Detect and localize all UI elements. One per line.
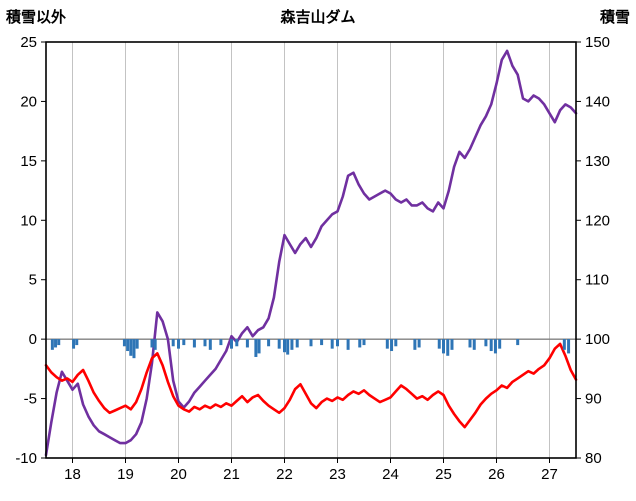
bar — [394, 339, 398, 347]
left-axis-title: 積雪以外 — [6, 9, 67, 26]
bar — [567, 339, 571, 354]
bar — [182, 339, 186, 346]
bar — [219, 339, 223, 346]
bar — [129, 339, 133, 356]
bar — [290, 339, 294, 350]
bar — [135, 339, 139, 349]
bar — [516, 339, 520, 346]
bar — [267, 339, 271, 347]
bar — [153, 339, 157, 350]
bar — [450, 339, 454, 350]
bar — [245, 339, 249, 348]
right-tick-label: 110 — [585, 272, 609, 289]
right-axis-purple-line — [44, 49, 578, 457]
bar — [413, 339, 417, 350]
right-tick-label: 140 — [585, 93, 610, 110]
x-tick-label: 22 — [276, 466, 293, 483]
bar — [277, 339, 281, 349]
right-tick-label: 80 — [585, 450, 602, 467]
bar — [330, 339, 334, 349]
left-tick-label: 0 — [29, 331, 37, 348]
bar — [54, 339, 58, 348]
bar — [385, 339, 389, 349]
right-tick-label: 130 — [585, 153, 610, 170]
left-tick-label: 5 — [29, 272, 37, 289]
bar — [235, 339, 239, 347]
bar — [468, 339, 472, 348]
right-tick-label: 100 — [585, 331, 610, 348]
bar — [257, 339, 261, 354]
bar — [358, 339, 362, 348]
bar — [346, 339, 350, 350]
bar — [254, 339, 258, 357]
bar — [562, 339, 566, 350]
x-tick-label: 21 — [223, 466, 240, 483]
bar — [230, 339, 233, 349]
bar — [489, 339, 493, 352]
bar — [437, 339, 441, 349]
bar — [75, 339, 79, 346]
bar — [203, 339, 207, 347]
right-tick-label: 120 — [585, 212, 610, 229]
left-tick-label: 15 — [20, 153, 37, 170]
bar — [57, 339, 61, 346]
bar — [417, 339, 421, 348]
bar — [493, 339, 497, 354]
bar — [192, 339, 196, 348]
right-tick-label: 90 — [585, 391, 602, 408]
bar — [283, 339, 286, 353]
chart-title: 森吉山ダム — [280, 9, 356, 26]
bar — [50, 339, 54, 350]
x-tick-label: 25 — [435, 466, 452, 483]
bar — [132, 339, 136, 359]
bar — [320, 339, 324, 346]
bar — [390, 339, 394, 352]
bar — [498, 339, 502, 349]
left-tick-label: 20 — [20, 93, 37, 110]
x-tick-label: 27 — [541, 466, 558, 483]
bar — [362, 339, 366, 346]
right-axis-title: 積雪 — [599, 9, 630, 26]
bar — [171, 339, 175, 347]
bar — [472, 339, 476, 350]
x-tick-label: 20 — [170, 466, 187, 483]
bar — [295, 339, 299, 348]
bar — [72, 339, 76, 349]
bar — [446, 339, 450, 356]
bar — [177, 339, 180, 349]
bar — [442, 339, 445, 354]
left-axis-red-line — [44, 342, 578, 429]
x-tick-label: 23 — [329, 466, 346, 483]
bar — [208, 339, 212, 350]
right-tick-label: 150 — [585, 34, 610, 51]
x-tick-label: 19 — [117, 466, 134, 483]
bar — [122, 339, 126, 347]
axis-labels: -10 -5 0 5 10 15 20 25 80 90 100 110 120 130 140 150 18 1… — [15, 34, 610, 483]
left-tick-label: -5 — [24, 391, 37, 408]
bar — [150, 339, 154, 348]
gridlines — [72, 42, 550, 458]
left-tick-label: -10 — [15, 450, 37, 467]
plot-border — [45, 41, 577, 459]
x-tick-label: 26 — [488, 466, 505, 483]
x-tick-label: 24 — [382, 466, 399, 483]
bar — [309, 339, 313, 347]
bar — [126, 339, 130, 352]
left-tick-label: 25 — [20, 34, 37, 51]
bar — [336, 339, 339, 347]
bar — [484, 339, 488, 347]
bar — [286, 339, 290, 355]
left-tick-label: 10 — [20, 212, 37, 229]
x-tick-label: 18 — [64, 466, 81, 483]
left-axis-blue-bars — [50, 339, 571, 359]
